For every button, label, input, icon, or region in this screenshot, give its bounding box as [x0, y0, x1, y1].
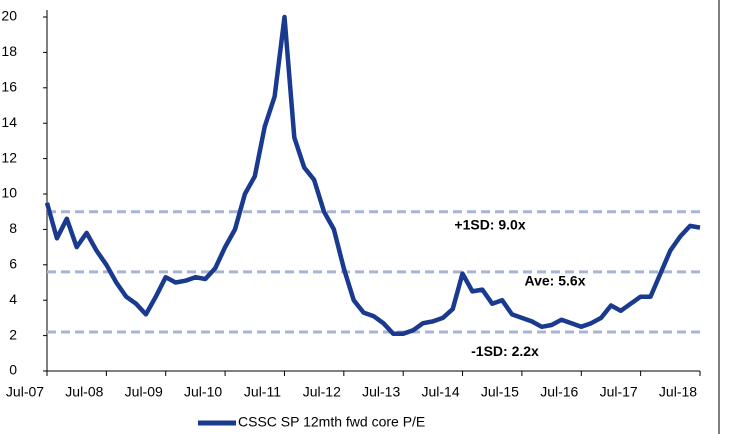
x-tick-label: Jul-16 [540, 384, 578, 400]
reference-label: +1SD: 9.0x [454, 216, 525, 232]
x-tick-label: Jul-17 [600, 384, 638, 400]
x-tick-label: Jul-10 [184, 384, 222, 400]
y-tick-label: 6 [9, 256, 17, 272]
y-tick-label: 2 [9, 326, 17, 342]
legend-label: CSSC SP 12mth fwd core P/E [238, 414, 425, 430]
x-tick-label: Jul-15 [481, 384, 519, 400]
x-tick-label: Jul-08 [65, 384, 103, 400]
y-tick-label: 8 [9, 220, 17, 236]
y-tick-label: 10 [1, 185, 17, 201]
reference-label: -1SD: 2.2x [471, 343, 539, 359]
y-tick-label: 14 [1, 114, 17, 130]
y-tick-label: 16 [1, 79, 17, 95]
x-tick-label: Jul-14 [421, 384, 459, 400]
data-line [44, 14, 701, 337]
x-tick-label: Jul-11 [244, 384, 281, 400]
x-tick-label: Jul-09 [125, 384, 163, 400]
y-tick-label: 18 [1, 43, 17, 59]
y-tick-label: 12 [1, 149, 17, 165]
x-tick-label: Jul-18 [659, 384, 697, 400]
y-tick-label: 20 [1, 8, 17, 24]
y-tick-label: 4 [9, 291, 17, 307]
y-tick-label: 0 [9, 362, 17, 378]
x-tick-label: Jul-12 [303, 384, 341, 400]
x-tick-label: Jul-13 [362, 384, 400, 400]
reference-label: Ave: 5.6x [525, 273, 586, 289]
x-tick-label: Jul-07 [6, 384, 44, 400]
